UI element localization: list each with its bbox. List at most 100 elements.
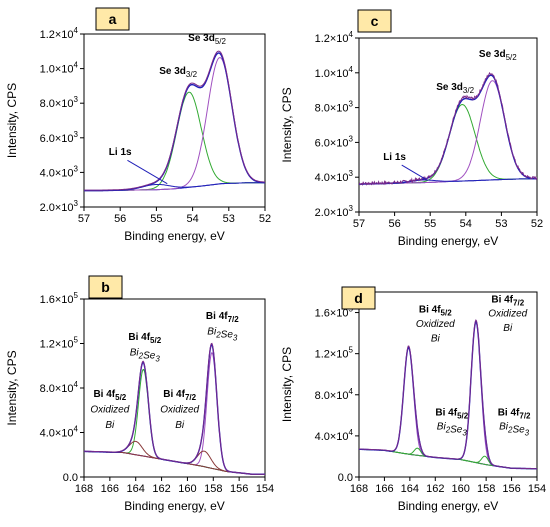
x-tick-label-part: 56 [114, 213, 126, 225]
peak-annotation-2-part: 2 [215, 331, 221, 340]
y-tick-label-part: 0.0 [338, 472, 353, 484]
panel-label-box [95, 7, 130, 31]
y-tick-label-part: 2.0×10 [40, 202, 74, 214]
x-tick-label: 52 [259, 213, 271, 225]
peak-annotation-10-part: Se [512, 425, 525, 436]
y-axis-label: Intensity, CPS [5, 83, 19, 158]
peak-annotation-2: Bi2Se3 [207, 327, 238, 343]
peak-annotation-2-part: 3 [233, 334, 238, 343]
x-tick-label: 162 [426, 483, 444, 495]
y-tick-label: 4.0×104 [40, 425, 79, 440]
x-tick-label-part: 162 [152, 483, 170, 495]
y-tick-label-part: 1.2×10 [315, 349, 349, 361]
y-tick-label-part: 4.0×10 [315, 172, 349, 184]
y-tick-label-part: 8.0×10 [315, 390, 349, 402]
y-tick-label-part: 4 [74, 425, 79, 434]
peak-annotation-10-part: Bi [499, 422, 509, 433]
y-tick-label-part: 1.2×10 [40, 29, 74, 41]
x-tick-label-part: 166 [101, 483, 119, 495]
x-tick-label-part: 156 [502, 483, 520, 495]
x-tick-label-part: 168 [350, 483, 368, 495]
y-axis-label: Intensity, CPS [5, 350, 19, 425]
y-tick-label: 1.2×105 [40, 336, 79, 351]
y-tick-label-part: 5 [349, 346, 354, 355]
fit-envelope [359, 320, 537, 470]
x-tick-label: 156 [502, 483, 520, 495]
peak-annotation-2-part: 3/2 [186, 70, 198, 79]
y-tick-label: 8.0×103 [315, 100, 354, 115]
y-tick-label-part: 2.0×10 [315, 207, 349, 219]
peak-annotation-2: Se 3d3/2 [159, 66, 197, 79]
y-tick-label: 4.0×104 [315, 428, 354, 443]
x-tick-label: 53 [495, 218, 507, 230]
x-tick-label: 56 [388, 218, 400, 230]
peak-annotation-1-part: Se 3d [188, 33, 215, 44]
y-tick-label-part: 6.0×10 [315, 137, 349, 149]
x-tick-label: 55 [424, 218, 436, 230]
peak-annotation-1: Bi 4f7/2 [206, 311, 239, 324]
peak-annotation-10: Bi2Se3 [499, 422, 530, 438]
x-tick-label: 166 [101, 483, 119, 495]
peak-annotation-8-part: 7/2 [185, 393, 197, 402]
y-tick-label-part: 4.0×10 [40, 428, 74, 440]
x-tick-label-part: 154 [528, 483, 546, 495]
peak-annotation-5-part: Bi 4f [93, 389, 115, 400]
y-tick-label: 1.2×104 [40, 26, 79, 41]
peak-annotation-10-part: 3 [525, 429, 530, 438]
y-tick-label: 8.0×103 [40, 95, 79, 110]
peak-annotation-5-part: Oxidized [488, 309, 527, 320]
peak-annotation-8-part: Bi [437, 422, 447, 433]
x-axis-label-part: Binding energy, eV [398, 234, 499, 248]
peak-annotation-3: Li 1s [109, 147, 132, 158]
peak-annotation-8-part: Se [450, 425, 463, 436]
x-tick-label: 168 [75, 483, 93, 495]
peak-annotation-7-part: 5/2 [457, 411, 469, 420]
y-tick-label-part: 1.6×10 [40, 294, 74, 306]
y-tick-label-part: 4 [349, 30, 354, 39]
y-tick-label-part: 3 [74, 199, 79, 208]
x-tick-label: 52 [531, 218, 543, 230]
peak-annotation-3-part: Bi 4f [128, 332, 150, 343]
peak-annotation-8-part: 3 [462, 429, 467, 438]
y-tick-label-part: 3 [349, 134, 354, 143]
peak-annotation-3: Li 1s [383, 152, 406, 163]
y-tick-label: 1.2×104 [315, 30, 354, 45]
x-tick-label-part: 158 [204, 483, 222, 495]
peak-annotation-4: Bi2Se3 [130, 348, 161, 364]
y-tick-label-part: 8.0×10 [315, 103, 349, 115]
y-tick-label-part: 3 [74, 95, 79, 104]
fit-component-4 [84, 450, 265, 475]
peak-annotation-9-part: 7/2 [519, 411, 531, 420]
peak-annotation-2-part: Bi [207, 327, 217, 338]
x-tick-label-part: 53 [495, 218, 507, 230]
peak-annotation-10-part: 2 [507, 426, 513, 435]
x-tick-label: 156 [230, 483, 248, 495]
measured-spectrum [359, 71, 537, 186]
peak-annotation-8: Bi2Se3 [437, 422, 468, 438]
y-axis-label-part: Intensity, CPS [5, 350, 19, 425]
peak-annotation-3-part: 5/2 [150, 336, 162, 345]
y-tick-label-part: 5 [74, 291, 79, 300]
peak-annotation-3: Bi 4f5/2 [128, 332, 161, 345]
x-tick-label-part: 57 [353, 218, 365, 230]
peak-annotation-2-part: Se [221, 330, 234, 341]
panel-label-part: b [101, 279, 110, 295]
panel-label: c [371, 13, 379, 29]
annotation-leader-line [127, 159, 168, 185]
plot-area [359, 319, 537, 470]
x-tick-label-part: 168 [75, 483, 93, 495]
y-tick-label-part: 8.0×10 [40, 383, 74, 395]
x-tick-label-part: 158 [477, 483, 495, 495]
x-tick-label-part: 164 [401, 483, 419, 495]
x-tick-label-part: 52 [259, 213, 271, 225]
y-tick-label-part: 3 [74, 130, 79, 139]
peak-annotation-1-part: Bi 4f [419, 305, 441, 316]
y-tick-label-part: 3 [74, 164, 79, 173]
annotation-leader-line [401, 164, 427, 181]
x-tick-label-part: 160 [452, 483, 470, 495]
peak-annotation-1-part: Bi 4f [206, 311, 228, 322]
fit-component-2 [84, 57, 265, 192]
x-tick-label-part: 55 [150, 213, 162, 225]
y-tick-label-part: 6.0×10 [40, 133, 74, 145]
x-tick-label: 55 [150, 213, 162, 225]
